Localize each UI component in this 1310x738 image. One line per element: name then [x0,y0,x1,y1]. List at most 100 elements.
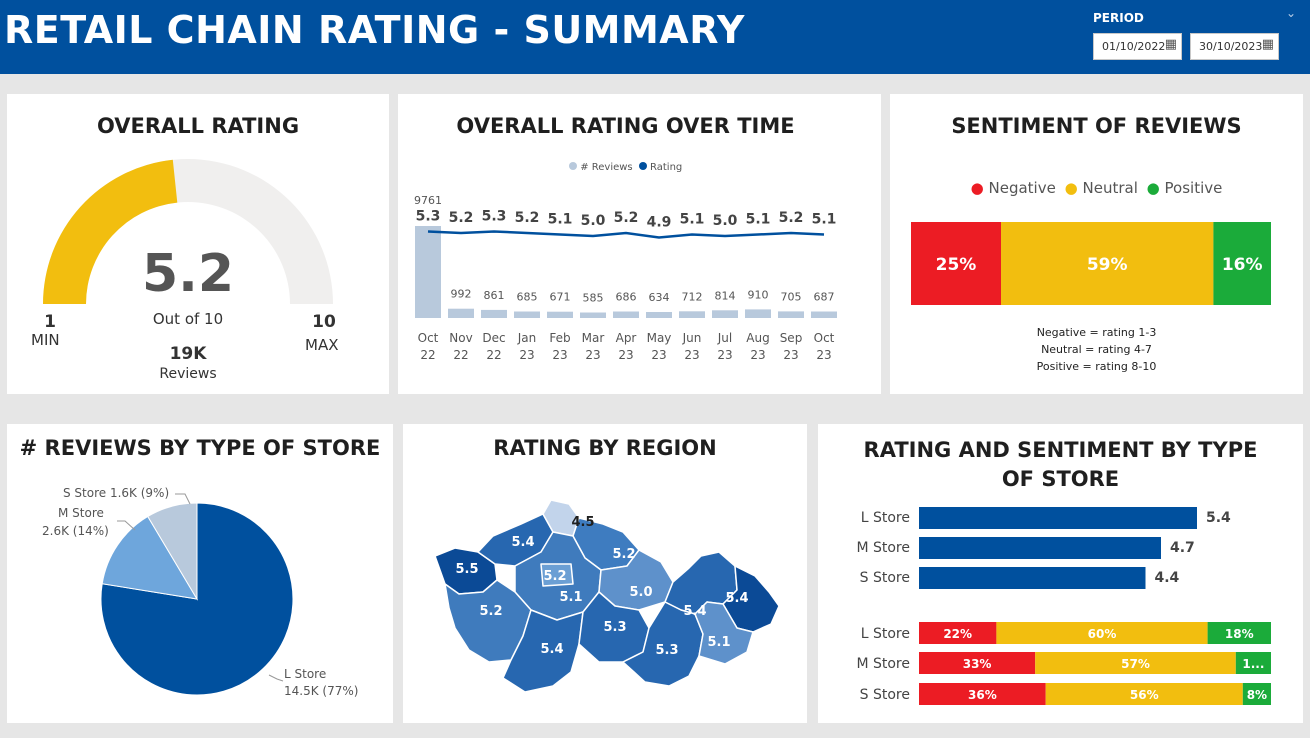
store-sentiment-segment-negative[interactable] [919,622,997,644]
x-tick-year: 23 [585,348,600,362]
sentiment-stacked-bar: 25% 59% 16% [911,222,1271,305]
sentiment-segment-positive[interactable] [1213,222,1271,305]
reviews-bar[interactable] [811,311,837,319]
m-store-value: 2.6K (14%) [42,524,109,538]
store-rating-bar[interactable] [919,537,1161,559]
pie-slice-l-store[interactable] [100,502,294,696]
region-label-plzensky: 5.2 [479,604,502,619]
reviews-bar[interactable] [448,308,474,318]
rating-legend-marker [638,162,647,170]
reviews-bar[interactable] [547,311,573,318]
x-tick-year: 22 [420,348,435,362]
region-label-karlovarsky: 5.5 [455,562,478,577]
store-sentiment-segment-negative[interactable] [919,683,1046,705]
note-positive: Positive = rating 8-10 [1036,360,1157,373]
region-label-praha: 5.2 [543,569,566,584]
sentiment-label-negative: 25% [936,255,977,275]
x-tick-year: 22 [486,348,501,362]
rating-data-label: 5.1 [548,212,573,228]
reviews-bar[interactable] [646,312,672,318]
overall-rating-card: OVERALL RATING 5.2 Out of 10 1 MIN 10 MA… [7,94,389,394]
pie-slice-m-store[interactable] [101,515,198,600]
reviews-bar[interactable] [514,311,540,319]
store-sentiment-label: 60% [1088,627,1117,641]
store-sentiment-segment-negative[interactable] [919,652,1036,674]
x-tick-year: 23 [684,348,699,362]
region-praha[interactable] [540,563,574,587]
store-sentiment-segment-neutral[interactable] [1045,683,1243,705]
x-tick-year: 23 [750,348,765,362]
x-tick-year: 23 [519,348,534,362]
store-sentiment-segment-neutral[interactable] [996,622,1208,644]
rating-line[interactable] [427,230,825,239]
store-rating-bar[interactable] [919,567,1146,589]
pie-label-m-store: M Store [58,506,148,520]
store-sentiment-label: 1... [1242,657,1264,671]
reviews-bar[interactable] [745,309,771,318]
rating-data-label: 5.3 [482,209,507,225]
reviews-data-label: 671 [550,291,571,304]
m-store-leader-line [117,520,136,531]
region-label-kralovehradecky: 5.2 [612,547,635,562]
region-map[interactable]: 5.5 5.4 4.5 5.2 5.2 5.1 5.0 5.2 5.4 5.4 … [403,424,807,723]
x-tick-month: May [647,331,672,345]
dashboard-title: RETAIL CHAIN RATING - SUMMARY [4,8,745,52]
region-zlinsky[interactable] [694,601,754,665]
rating-data-label: 5.1 [680,212,705,228]
rating-sentiment-title-line2: OF STORE [1001,467,1120,491]
reviews-bar[interactable] [712,310,738,318]
rating-over-time-card: OVERALL RATING OVER TIME # Reviews Ratin… [398,94,881,394]
sentiment-segment-neutral[interactable] [1001,222,1214,305]
reviews-bar[interactable] [580,312,606,319]
reviews-bar[interactable] [481,309,507,318]
reviews-data-label: 992 [451,288,472,301]
store-rating-category-label: S Store [860,570,910,586]
x-tick-year: 22 [453,348,468,362]
x-tick-month: Sep [780,331,803,345]
store-rating-value-label: 4.4 [1155,570,1180,586]
pie-slice-s-store[interactable] [147,502,198,601]
calendar-icon[interactable]: ▦ [1164,37,1177,52]
store-rating-bar[interactable] [919,507,1197,529]
store-sentiment-label: 36% [968,688,997,702]
reviews-data-label: 910 [748,288,769,301]
rating-by-region-title: RATING BY REGION [493,436,717,460]
x-tick-month: Aug [746,331,769,345]
m-store-name: M Store [58,506,104,520]
date-from-input[interactable]: 01/10/2022 ▦ [1093,33,1182,60]
reviews-count: 19K [169,344,207,364]
rating-data-label: 5.3 [416,209,441,225]
reviews-data-label: 9761 [414,194,442,207]
rating-data-label: 5.1 [812,212,837,228]
store-sentiment-label: 22% [943,627,972,641]
reviews-bar[interactable] [679,311,705,318]
store-sentiment-segment-positive[interactable] [1207,622,1271,644]
region-moravskoslezsky[interactable] [722,565,780,633]
sentiment-segment-negative[interactable] [911,222,1001,305]
x-tick-year: 23 [651,348,666,362]
store-sentiment-segment-positive[interactable] [1235,652,1271,674]
reviews-bar[interactable] [613,311,639,319]
reviews-bar[interactable] [415,226,441,318]
store-rating-bar-chart: L Store 5.4 M Store 4.7 S Store 4.4 L Store 22%… [856,507,1271,705]
reviews-bar[interactable] [778,311,804,318]
region-label-stredocesky: 5.1 [559,590,582,605]
store-rating-category-label: L Store [861,510,910,526]
reviews-legend-marker [569,162,577,170]
region-jihocesky[interactable] [502,609,584,693]
date-to-input[interactable]: 30/10/2023 ▦ [1190,33,1279,60]
gauge-fill [43,159,178,304]
store-sentiment-category-label: L Store [861,626,910,642]
reviews-by-store-title: # REVIEWS BY TYPE OF STORE [19,436,381,460]
store-sentiment-segment-neutral[interactable] [1035,652,1236,674]
chevron-down-icon[interactable]: ⌄ [1286,6,1297,20]
rating-by-region-card: RATING BY REGION 5.5 5.4 4.5 5.2 5.2 5.1… [403,424,807,723]
store-sentiment-segment-positive[interactable] [1242,683,1271,705]
overall-rating-value: 5.2 [141,244,235,304]
gauge-chart [43,159,333,304]
l-store-leader-line [268,674,284,682]
calendar-icon[interactable]: ▦ [1261,37,1274,52]
gauge-min-value: 1 [44,312,56,332]
store-sentiment-label: 33% [963,657,992,671]
x-tick-year: 23 [552,348,567,362]
